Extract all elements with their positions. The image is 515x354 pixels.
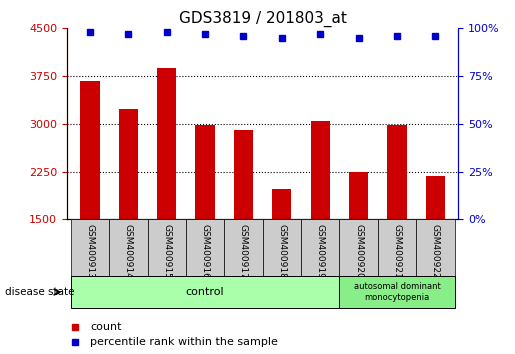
Bar bbox=[272, 189, 291, 219]
Title: GDS3819 / 201803_at: GDS3819 / 201803_at bbox=[179, 11, 347, 27]
Bar bbox=[263, 219, 301, 276]
Text: GSM400917: GSM400917 bbox=[239, 224, 248, 279]
Text: autosomal dominant
monocytopenia: autosomal dominant monocytopenia bbox=[354, 282, 440, 302]
Bar bbox=[71, 219, 109, 276]
Text: control: control bbox=[186, 287, 225, 297]
Bar bbox=[80, 81, 99, 219]
Bar bbox=[147, 219, 186, 276]
Bar bbox=[234, 130, 253, 219]
Bar bbox=[378, 219, 416, 276]
Bar bbox=[416, 219, 455, 276]
Text: GSM400919: GSM400919 bbox=[316, 224, 325, 279]
Text: GSM400913: GSM400913 bbox=[85, 224, 94, 279]
Bar bbox=[224, 219, 263, 276]
Text: percentile rank within the sample: percentile rank within the sample bbox=[91, 337, 278, 348]
Bar bbox=[387, 125, 406, 219]
Bar bbox=[109, 219, 147, 276]
Bar bbox=[339, 219, 378, 276]
Text: GSM400918: GSM400918 bbox=[278, 224, 286, 279]
Bar bbox=[186, 219, 224, 276]
Bar bbox=[311, 121, 330, 219]
Text: GSM400922: GSM400922 bbox=[431, 224, 440, 279]
Text: GSM400915: GSM400915 bbox=[162, 224, 171, 279]
Bar bbox=[301, 219, 339, 276]
Bar bbox=[426, 176, 445, 219]
Bar bbox=[339, 276, 455, 308]
Text: disease state: disease state bbox=[5, 287, 75, 297]
Text: GSM400914: GSM400914 bbox=[124, 224, 133, 279]
Text: GSM400921: GSM400921 bbox=[392, 224, 402, 279]
Bar bbox=[349, 172, 368, 219]
Text: GSM400920: GSM400920 bbox=[354, 224, 363, 279]
Bar bbox=[119, 109, 138, 219]
Text: count: count bbox=[91, 321, 122, 332]
Bar bbox=[196, 125, 215, 219]
Bar bbox=[157, 68, 176, 219]
Text: GSM400916: GSM400916 bbox=[200, 224, 210, 279]
Bar bbox=[71, 276, 339, 308]
